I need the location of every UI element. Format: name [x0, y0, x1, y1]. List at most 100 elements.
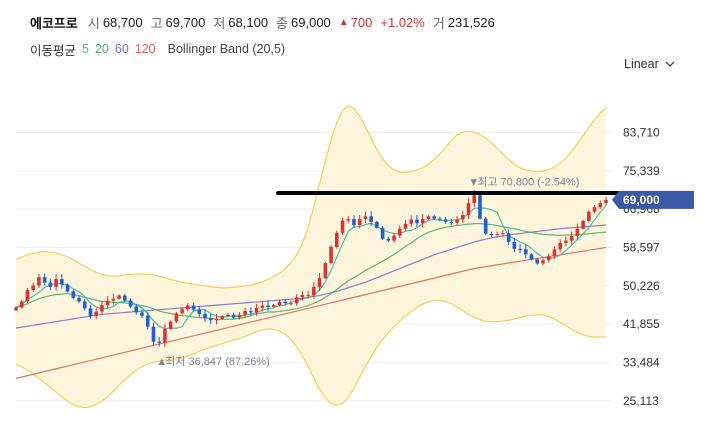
candle-body	[375, 221, 379, 228]
candle-body	[77, 297, 81, 302]
open-value: 68,700	[102, 14, 143, 30]
scale-mode-dropdown[interactable]: Linear	[624, 54, 675, 74]
candle-body	[25, 290, 30, 302]
candle-body	[466, 203, 471, 215]
high-marker-icon: ▼	[468, 177, 479, 189]
candle-body	[460, 214, 465, 220]
candle-body	[329, 247, 333, 264]
candle-body	[214, 318, 219, 321]
candle-body	[357, 219, 362, 226]
candle-body	[415, 219, 419, 224]
candle-body	[334, 232, 339, 248]
low-label: 저	[213, 15, 226, 31]
ma60-label[interactable]: 60	[114, 42, 129, 56]
candle-body	[397, 228, 402, 236]
low-annotation: 최저 36,847 (87.26%)	[165, 355, 270, 368]
change-value: 700	[350, 14, 373, 30]
y-tick-label: 50,226	[623, 279, 660, 293]
low-marker-icon: ▲	[156, 356, 167, 368]
candle-body	[128, 300, 133, 307]
candle-body	[151, 326, 156, 342]
volume-label: 거	[432, 15, 445, 31]
up-triangle-icon: ▲	[338, 16, 349, 28]
candle-body	[598, 203, 603, 208]
ma5-label[interactable]: 5	[82, 42, 89, 56]
candle-body	[426, 216, 431, 220]
candle-body	[403, 223, 408, 229]
low-value: 68,100	[228, 14, 269, 30]
candle-body	[352, 219, 356, 226]
bollinger-lower-line	[15, 299, 607, 409]
candle-body	[186, 305, 190, 310]
current-price-tag	[612, 190, 694, 209]
ma20-line	[15, 223, 607, 320]
candle-body	[449, 221, 454, 223]
candle-body	[168, 321, 173, 329]
candle-body	[443, 219, 448, 222]
candle-body	[174, 313, 179, 322]
candle-body	[392, 235, 396, 241]
candle-body	[283, 301, 288, 304]
candle-body	[82, 301, 87, 309]
candle-body	[420, 219, 425, 224]
y-axis: 83,71075,33966,96858,59750,22641,85533,4…	[623, 126, 660, 408]
candle-body	[277, 301, 282, 306]
scale-mode-label: Linear	[624, 57, 659, 71]
candle-body	[386, 238, 391, 241]
candle-body	[438, 218, 442, 220]
candle-body	[19, 301, 24, 308]
candle-body	[231, 314, 236, 318]
close-label: 종	[276, 15, 289, 31]
candle-body	[157, 341, 162, 343]
candle-body	[243, 311, 247, 315]
candle-body	[42, 277, 47, 283]
candle-body	[564, 240, 568, 243]
candle-body	[380, 227, 385, 239]
candle-body	[483, 218, 488, 234]
candle-body	[432, 216, 436, 219]
y-tick-label: 33,484	[623, 355, 660, 369]
candle-body	[260, 305, 265, 308]
candle-body	[317, 278, 322, 287]
candle-body	[495, 234, 499, 236]
candle-body	[237, 314, 242, 318]
current-price-label: 69,000	[623, 193, 660, 207]
bollinger-label[interactable]: Bollinger Band (20,5)	[167, 42, 286, 56]
candle-body	[604, 199, 608, 204]
y-tick-label: 41,855	[623, 317, 660, 331]
annotations: ▼최고 70,800 (-2.54%) ▲최저 36,847 (87.26%) 69…	[156, 176, 694, 368]
candle-body	[323, 263, 328, 279]
candle-body	[191, 305, 196, 310]
candle-body	[14, 307, 18, 311]
candle-body	[254, 307, 259, 313]
candle-body	[541, 260, 545, 264]
quote-header: 에코프로 시 68,700 고 69,700 저 68,100 종 69,000…	[30, 12, 503, 32]
candle-body	[60, 279, 64, 285]
bollinger-upper-line	[15, 105, 607, 289]
candle-body	[409, 219, 414, 224]
volume-value: 231,526	[447, 14, 495, 30]
indicator-legend: 이동평균 5 20 60 120 Bollinger Band (20,5)	[30, 40, 285, 58]
candle-body	[266, 305, 270, 307]
candle-body	[134, 306, 139, 313]
stock-name: 에코프로	[30, 15, 78, 31]
candle-body	[455, 219, 459, 223]
y-tick-label: 58,597	[623, 240, 660, 254]
ma120-label[interactable]: 120	[134, 42, 156, 56]
candle-body	[300, 295, 305, 298]
candle-body	[48, 282, 53, 287]
y-tick-label: 83,710	[623, 126, 660, 140]
candle-body	[506, 233, 511, 242]
candle-body	[203, 313, 207, 319]
candle-body	[312, 286, 316, 296]
close-value: 69,000	[291, 14, 331, 30]
candle-body	[180, 309, 184, 314]
candle-body	[363, 216, 368, 220]
candle-body	[546, 256, 551, 261]
candle-body	[71, 291, 76, 298]
candle-body	[140, 312, 144, 316]
ma20-label[interactable]: 20	[94, 42, 109, 56]
ma-title[interactable]: 이동평균	[30, 43, 77, 58]
candle-body	[65, 284, 70, 292]
